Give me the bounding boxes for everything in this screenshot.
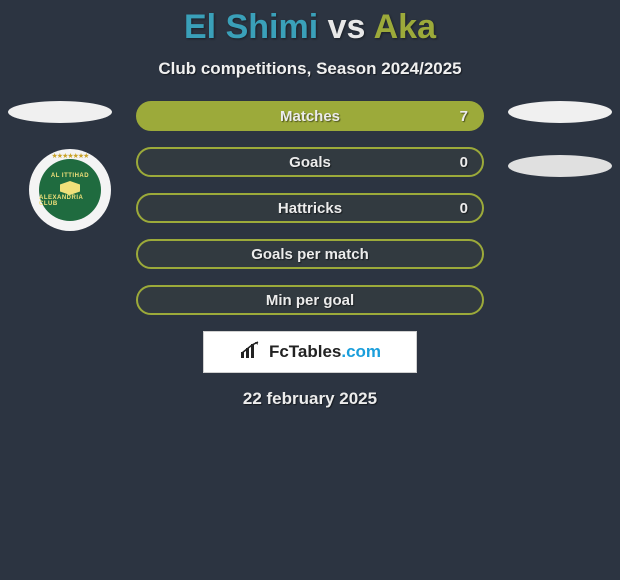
date-text: 22 february 2025 — [0, 389, 620, 409]
player2-marker-ellipse-2 — [508, 155, 612, 177]
stat-bars: Matches 7 Goals 0 Hattricks 0 Goals per … — [136, 101, 484, 315]
stat-label: Goals — [289, 154, 331, 171]
subtitle: Club competitions, Season 2024/2025 — [0, 59, 620, 79]
club-badge: ★★★★★★★ AL ITTIHAD ALEXANDRIA CLUB — [29, 149, 111, 231]
badge-emblem-icon — [60, 181, 80, 195]
stat-value: 7 — [460, 108, 468, 125]
player1-name: El Shimi — [184, 8, 318, 46]
player1-marker-ellipse — [8, 101, 112, 123]
stat-value: 0 — [460, 200, 468, 217]
stat-value: 0 — [460, 154, 468, 171]
stat-bar-goals-per-match: Goals per match — [136, 239, 484, 269]
vs-text: vs — [328, 8, 366, 46]
fctables-logo: FcTables.com — [203, 331, 417, 373]
player2-marker-ellipse — [508, 101, 612, 123]
page-title: El Shimi vs Aka — [0, 0, 620, 47]
player2-name: Aka — [374, 8, 436, 46]
logo-suffix: .com — [341, 342, 381, 361]
badge-text-top: AL ITTIHAD — [51, 173, 89, 179]
stat-label: Goals per match — [251, 246, 369, 263]
chart-icon — [239, 340, 263, 365]
stat-bar-min-per-goal: Min per goal — [136, 285, 484, 315]
stat-bar-matches: Matches 7 — [136, 101, 484, 131]
stat-label: Min per goal — [266, 292, 354, 309]
stat-bar-goals: Goals 0 — [136, 147, 484, 177]
badge-stars-icon: ★★★★★★★ — [52, 152, 89, 160]
stat-label: Matches — [280, 108, 340, 125]
logo-text: FcTables.com — [269, 342, 381, 362]
badge-text-bottom: ALEXANDRIA CLUB — [39, 195, 101, 207]
comparison-stage: ★★★★★★★ AL ITTIHAD ALEXANDRIA CLUB Match… — [0, 101, 620, 315]
club-badge-inner: ★★★★★★★ AL ITTIHAD ALEXANDRIA CLUB — [39, 159, 101, 221]
stat-label: Hattricks — [278, 200, 342, 217]
stat-bar-hattricks: Hattricks 0 — [136, 193, 484, 223]
logo-name: FcTables — [269, 342, 341, 361]
